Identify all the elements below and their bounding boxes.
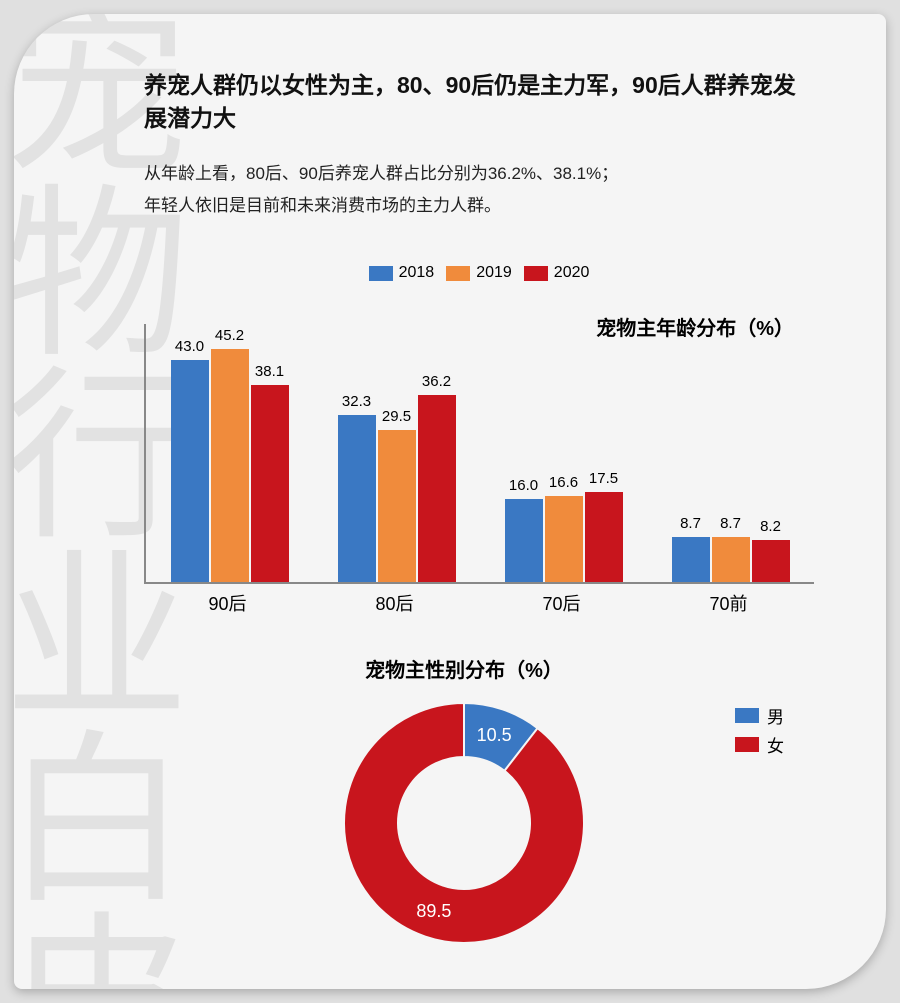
bar: 8.7 [712, 537, 750, 582]
donut-legend: 男女 [735, 703, 784, 761]
x-axis-label: 70后 [487, 590, 637, 616]
legend-swatch [735, 708, 759, 723]
bar: 8.2 [752, 540, 790, 582]
legend-item: 2020 [524, 264, 590, 282]
donut-slice-label: 10.5 [477, 725, 512, 745]
bar-group: 43.045.238.1 [155, 349, 305, 582]
bar: 38.1 [251, 385, 289, 582]
bar-value-label: 38.1 [255, 363, 284, 380]
legend-label: 2020 [554, 264, 590, 282]
bar: 32.3 [338, 415, 376, 582]
donut-chart-area: 10.5 89.5 男女 [14, 693, 886, 973]
card: 宠物行业白皮书 养宠人群仍以女性为主，80、90后仍是主力军，90后人群养宠发展… [14, 14, 886, 989]
legend-swatch [735, 737, 759, 752]
header-block: 养宠人群仍以女性为主，80、90后仍是主力军，90后人群养宠发展潜力大 从年龄上… [144, 69, 816, 222]
bar-group: 16.016.617.5 [489, 492, 639, 582]
page-description: 从年龄上看，80后、90后养宠人群占比分别为36.2%、38.1%； 年轻人依旧… [144, 158, 816, 223]
legend-swatch [524, 266, 548, 281]
desc-line-2: 年轻人依旧是目前和未来消费市场的主力人群。 [144, 190, 816, 222]
donut-slice [344, 703, 584, 943]
x-axis-label: 90后 [153, 590, 303, 616]
legend-label: 2019 [476, 264, 512, 282]
bar: 36.2 [418, 395, 456, 582]
bar-chart-plot: 43.045.238.132.329.536.216.016.617.58.78… [144, 324, 814, 584]
donut-chart-title: 宠物主性别分布（%） [14, 654, 886, 683]
desc-line-1: 从年龄上看，80后、90后养宠人群占比分别为36.2%、38.1%； [144, 158, 816, 190]
bar-value-label: 8.7 [680, 515, 701, 532]
bar: 16.6 [545, 496, 583, 582]
donut-legend-item: 女 [735, 732, 784, 757]
bar: 16.0 [505, 499, 543, 582]
age-bar-chart: 201820192020 宠物主年龄分布（%） 43.045.238.132.3… [134, 264, 824, 624]
page: 宠物行业白皮书 养宠人群仍以女性为主，80、90后仍是主力军，90后人群养宠发展… [0, 0, 900, 1003]
bar-value-label: 16.6 [549, 474, 578, 491]
bar-group: 32.329.536.2 [322, 395, 472, 582]
bar-value-label: 36.2 [422, 373, 451, 390]
bar: 43.0 [171, 360, 209, 582]
page-title: 养宠人群仍以女性为主，80、90后仍是主力军，90后人群养宠发展潜力大 [144, 69, 816, 136]
bar: 8.7 [672, 537, 710, 582]
legend-swatch [446, 266, 470, 281]
bar-value-label: 17.5 [589, 470, 618, 487]
gender-donut-chart: 宠物主性别分布（%） 10.5 89.5 男女 [14, 654, 886, 984]
legend-label: 女 [767, 732, 784, 757]
bar: 17.5 [585, 492, 623, 582]
bar-group: 8.78.78.2 [656, 537, 806, 582]
legend-swatch [369, 266, 393, 281]
x-axis-label: 70前 [654, 590, 804, 616]
bar-value-label: 43.0 [175, 338, 204, 355]
legend-item: 2018 [369, 264, 435, 282]
bar-chart-legend: 2018 2019 2020 [134, 264, 824, 286]
donut-legend-item: 男 [735, 703, 784, 728]
bar-value-label: 8.7 [720, 515, 741, 532]
legend-label: 2018 [399, 264, 435, 282]
legend-item: 2019 [446, 264, 512, 282]
bar-value-label: 45.2 [215, 327, 244, 344]
x-axis-label: 80后 [320, 590, 470, 616]
bar-value-label: 32.3 [342, 393, 371, 410]
donut-svg: 10.5 89.5 [334, 693, 594, 953]
legend-label: 男 [767, 703, 784, 728]
bar-value-label: 8.2 [760, 518, 781, 535]
bar-value-label: 16.0 [509, 477, 538, 494]
bar-value-label: 29.5 [382, 408, 411, 425]
donut-slice-label: 89.5 [416, 901, 451, 921]
bar: 45.2 [211, 349, 249, 582]
bar: 29.5 [378, 430, 416, 582]
